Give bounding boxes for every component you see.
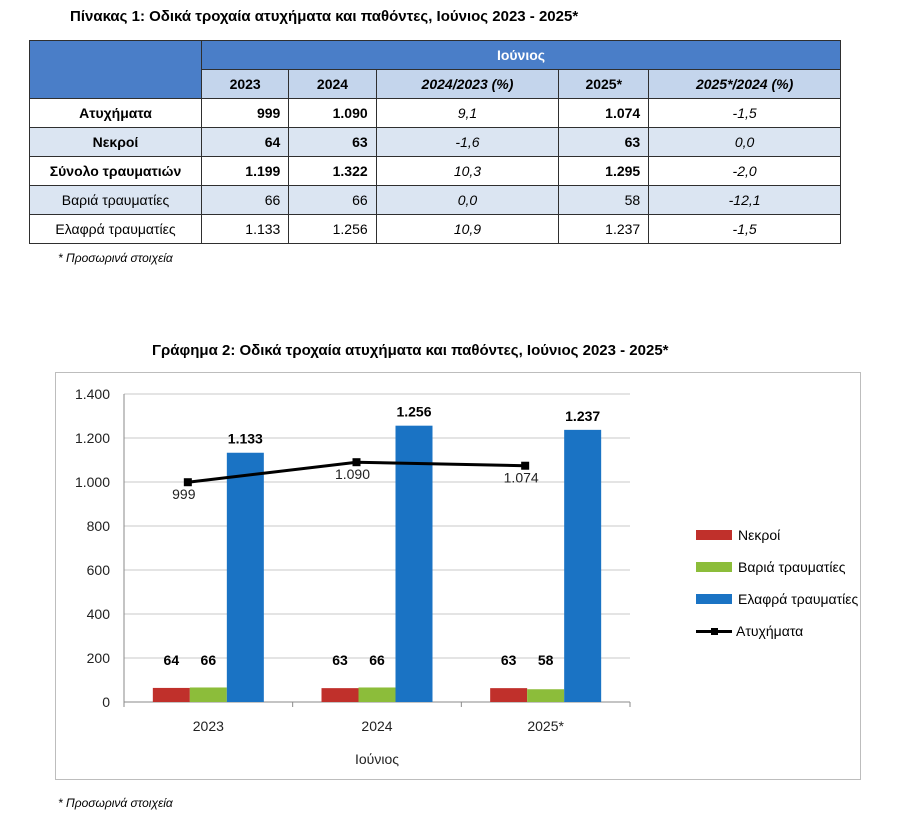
chart-title: Γράφημα 2: Οδικά τροχαία ατυχήματα και π… [152, 342, 669, 359]
cell: 10,9 [375, 214, 560, 244]
row-label: Ατυχήματα [29, 98, 202, 128]
table-row: Βαριά τραυματίες 66 66 0,0 58 -12,1 [29, 185, 841, 215]
cell: 1.322 [288, 156, 377, 186]
cell: 1.295 [558, 156, 650, 186]
table-row: Σύνολο τραυματιών 1.199 1.322 10,3 1.295… [29, 156, 841, 186]
col-header: 2024/2023 (%) [375, 69, 560, 99]
bar-data-label: 1.237 [565, 408, 600, 424]
y-tick-label: 1.400 [75, 386, 110, 402]
row-label: Σύνολο τραυματιών [29, 156, 202, 186]
cell: 0,0 [648, 127, 841, 157]
cell: 1.237 [558, 214, 650, 244]
legend-swatch [696, 530, 732, 540]
bar [490, 688, 528, 702]
y-tick-label: 0 [102, 694, 110, 710]
bar-data-label: 63 [332, 652, 348, 668]
chart-area: 0 200 400 600 800 1.000 1.200 1.400 2023 2024 2025… [55, 372, 861, 780]
cell: 0,0 [375, 185, 560, 215]
bar [321, 688, 359, 702]
cell: 1.090 [288, 98, 377, 128]
cell: 999 [200, 98, 290, 128]
bar-data-label: 63 [501, 652, 517, 668]
cell: -12,1 [648, 185, 841, 215]
table-row: Νεκροί 64 63 -1,6 63 0,0 [29, 127, 841, 157]
row-label: Νεκροί [29, 127, 202, 157]
table-footnote: * Προσωρινά στοιχεία [58, 251, 173, 265]
cell: 10,3 [375, 156, 560, 186]
cell: 63 [558, 127, 650, 157]
bar [564, 429, 602, 702]
line-data-label: 1.090 [335, 466, 370, 482]
y-tick-label: 1.200 [75, 430, 110, 446]
legend-label: Ατυχήματα [736, 623, 804, 639]
col-header: 2024 [288, 69, 377, 99]
cell: 66 [200, 185, 290, 215]
y-tick-label: 600 [87, 562, 111, 578]
legend-item: Νεκροί [696, 519, 858, 551]
cell: 1.133 [200, 214, 290, 244]
line-point [352, 458, 361, 467]
bar-data-label: 66 [369, 652, 385, 668]
x-tick-label: 2023 [193, 718, 224, 734]
y-tick-label: 400 [87, 606, 111, 622]
line-data-label: 999 [172, 486, 196, 502]
cell: 58 [558, 185, 650, 215]
cell: 1.256 [288, 214, 377, 244]
bar-data-label: 64 [164, 652, 180, 668]
legend-label: Ελαφρά τραυματίες [738, 591, 859, 607]
col-header: 2023 [200, 69, 290, 99]
legend-item: Ελαφρά τραυματίες [696, 583, 858, 615]
x-axis-title: Ιούνιος [355, 751, 399, 767]
cell: -1,5 [648, 214, 841, 244]
table-row: Ατυχήματα 999 1.090 9,1 1.074 -1,5 [29, 98, 841, 128]
cell: 66 [288, 185, 377, 215]
legend-item: Ατυχήματα [696, 615, 858, 647]
chart-svg: 0 200 400 600 800 1.000 1.200 1.400 2023 2024 2025… [75, 386, 631, 767]
accidents-table: Ιούνιος 2023 2024 2024/2023 (%) 2025* 20… [29, 40, 841, 244]
cell: 64 [200, 127, 290, 157]
legend-line-swatch [696, 626, 732, 636]
y-tick-label: 800 [87, 518, 111, 534]
chart-legend: Νεκροί Βαριά τραυματίες Ελαφρά τραυματίε… [696, 519, 858, 647]
table-title: Πίνακας 1: Οδικά τροχαία ατυχήματα και π… [70, 8, 579, 25]
bar [358, 687, 396, 702]
cell: 9,1 [375, 98, 560, 128]
y-tick-label: 200 [87, 650, 111, 666]
legend-item: Βαριά τραυματίες [696, 551, 858, 583]
bar [395, 425, 433, 702]
bar [527, 689, 565, 702]
col-header: 2025*/2024 (%) [648, 69, 841, 99]
col-header: 2025* [558, 69, 650, 99]
cell: 63 [288, 127, 377, 157]
bar-data-label: 1.133 [228, 431, 263, 447]
legend-label: Νεκροί [738, 527, 781, 543]
line-point [521, 461, 530, 470]
bar-data-label: 66 [201, 652, 217, 668]
bar-data-label: 58 [538, 652, 554, 668]
line-point [183, 478, 192, 487]
bar [152, 687, 190, 702]
cell: 1.199 [200, 156, 290, 186]
table-corner [29, 40, 202, 99]
x-tick-label: 2025* [527, 718, 564, 734]
table-row: Ελαφρά τραυματίες 1.133 1.256 10,9 1.237… [29, 214, 841, 244]
cell: 1.074 [558, 98, 650, 128]
legend-label: Βαριά τραυματίες [738, 559, 846, 575]
bar [189, 687, 227, 702]
row-label: Βαριά τραυματίες [29, 185, 202, 215]
bar-data-label: 1.256 [396, 404, 431, 420]
group-header: Ιούνιος [201, 40, 841, 70]
x-tick-label: 2024 [361, 718, 392, 734]
legend-swatch [696, 594, 732, 604]
chart-footnote: * Προσωρινά στοιχεία [58, 796, 173, 810]
bar [226, 452, 264, 702]
y-tick-label: 1.000 [75, 474, 110, 490]
cell: -1,5 [648, 98, 841, 128]
row-label: Ελαφρά τραυματίες [29, 214, 202, 244]
legend-swatch [696, 562, 732, 572]
line-data-label: 1.074 [504, 470, 539, 486]
cell: -1,6 [375, 127, 560, 157]
cell: -2,0 [648, 156, 841, 186]
